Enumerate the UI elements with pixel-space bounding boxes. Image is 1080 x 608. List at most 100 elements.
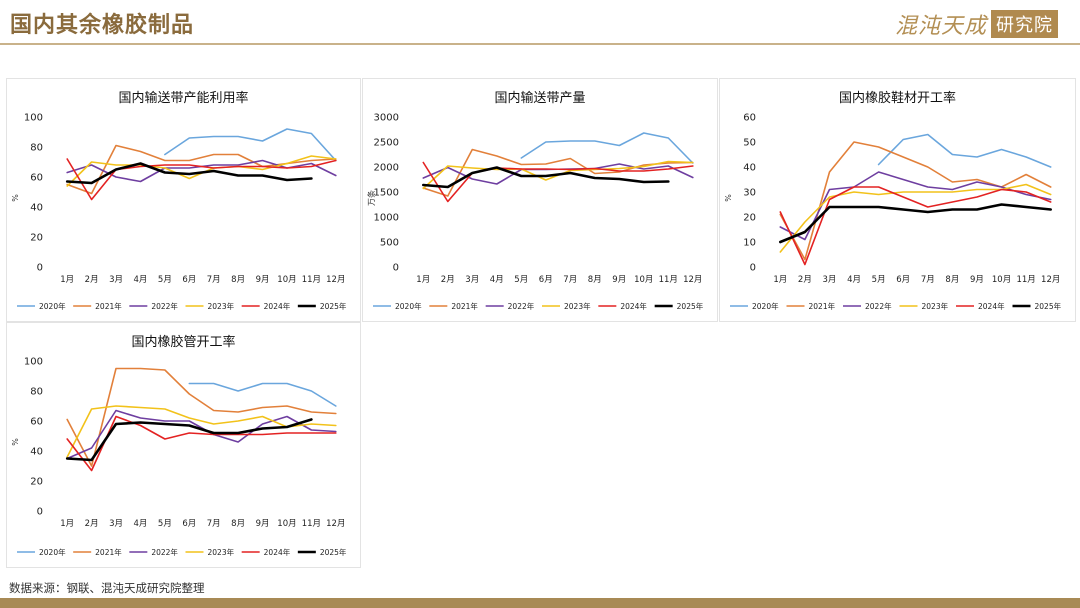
legend-label: 2020年: [395, 301, 422, 311]
series-line-2022年: [66, 409, 337, 460]
legend-label: 2020年: [39, 301, 66, 311]
legend-label: 2020年: [39, 547, 66, 557]
y-tick-label: 60: [30, 173, 43, 184]
chart-panel-conveyor-utilization: 国内输送带产能利用率% 0 20 40 60 80 100 1月 2月 3月 4月 5月 6月 7月 8月 9…: [6, 78, 361, 322]
header-divider: [0, 43, 1080, 45]
legend-label: 2022年: [508, 301, 535, 311]
series-line-2023年: [779, 183, 1052, 253]
x-tick-label: 12月: [326, 519, 345, 529]
x-tick-label: 5月: [158, 519, 172, 529]
y-tick-label: 60: [30, 417, 43, 428]
x-tick-label: 7月: [207, 275, 221, 285]
series-line-2020年: [520, 132, 694, 164]
legend-label: 2025年: [1035, 301, 1062, 311]
y-tick-label: 2500: [374, 138, 399, 149]
legend-label: 2024年: [978, 301, 1005, 311]
legend-label: 2022年: [151, 547, 178, 557]
series-line-2020年: [877, 133, 1052, 168]
series-line-2024年: [779, 186, 1052, 266]
x-tick-label: 6月: [182, 275, 196, 285]
legend-label: 2024年: [264, 547, 291, 557]
legend-label: 2021年: [809, 301, 836, 311]
legend-label: 2022年: [865, 301, 892, 311]
y-tick-label: 20: [743, 213, 756, 224]
x-tick-label: 2月: [441, 275, 455, 285]
data-source-note: 数据来源：钢联、混沌天成研究院整理: [9, 581, 205, 595]
y-tick-label: 40: [743, 163, 756, 174]
x-tick-label: 10月: [992, 275, 1011, 285]
x-tick-label: 2月: [85, 275, 99, 285]
series-line-2021年: [66, 144, 337, 195]
y-axis-label: %: [11, 194, 20, 202]
series-line-2020年: [164, 128, 337, 162]
legend-label: 2025年: [320, 547, 347, 557]
chart-panel-conveyor-output: 国内输送带产量 万条 0 500 1000 1500 2000 2500 3000 1月 2月 3月 4…: [362, 78, 718, 322]
x-tick-label: 7月: [921, 275, 935, 285]
y-tick-label: 1500: [374, 188, 399, 199]
series-line-2021年: [66, 367, 337, 467]
x-tick-label: 2月: [798, 275, 812, 285]
x-tick-label: 8月: [231, 275, 245, 285]
legend-label: 2025年: [677, 301, 704, 311]
y-tick-label: 500: [380, 238, 399, 249]
x-tick-label: 3月: [109, 519, 123, 529]
page-title: 国内其余橡胶制品: [10, 12, 195, 38]
y-tick-label: 2000: [374, 163, 399, 174]
x-tick-label: 3月: [822, 275, 836, 285]
chart-title: 国内橡胶鞋材开工率: [839, 90, 956, 106]
legend-label: 2022年: [151, 301, 178, 311]
x-tick-label: 8月: [588, 275, 602, 285]
legend-label: 2020年: [752, 301, 779, 311]
x-tick-label: 7月: [563, 275, 577, 285]
legend-label: 2023年: [564, 301, 591, 311]
x-tick-label: 8月: [945, 275, 959, 285]
series-line-2025年: [65, 418, 313, 462]
x-tick-label: 9月: [256, 275, 270, 285]
x-tick-label: 11月: [659, 275, 678, 285]
y-tick-label: 3000: [374, 113, 399, 124]
x-tick-label: 12月: [1041, 275, 1060, 285]
x-tick-label: 4月: [133, 519, 147, 529]
x-tick-label: 2月: [85, 519, 99, 529]
y-tick-label: 60: [743, 113, 756, 124]
x-tick-label: 1月: [416, 275, 430, 285]
x-tick-label: 12月: [683, 275, 702, 285]
chart-panel-shoe-material-operating-rate: 国内橡胶鞋材开工率% 0 10 20 30 40 50 60 1月 2月 3月 4月 5月 6月 7月 8月 9…: [719, 78, 1076, 322]
y-tick-label: 0: [37, 263, 43, 274]
legend-label: 2021年: [451, 301, 478, 311]
y-tick-label: 0: [393, 263, 399, 274]
x-tick-label: 4月: [847, 275, 861, 285]
x-tick-label: 9月: [256, 519, 270, 529]
legend-label: 2024年: [264, 301, 291, 311]
legend-label: 2023年: [208, 301, 235, 311]
x-tick-label: 5月: [158, 275, 172, 285]
x-tick-label: 3月: [465, 275, 479, 285]
x-tick-label: 4月: [490, 275, 504, 285]
y-tick-label: 80: [30, 143, 43, 154]
y-tick-label: 50: [743, 138, 756, 149]
series-line-2020年: [188, 382, 337, 407]
x-tick-label: 9月: [970, 275, 984, 285]
series-line-2024年: [66, 415, 337, 472]
y-tick-label: 100: [24, 113, 43, 124]
x-tick-label: 5月: [872, 275, 886, 285]
y-axis-label: %: [11, 438, 20, 446]
x-tick-label: 5月: [514, 275, 528, 285]
series-line-2021年: [422, 148, 694, 197]
brand-logo: 混沌天成 研究院: [895, 8, 1058, 40]
x-tick-label: 11月: [1016, 275, 1035, 285]
chart-title: 国内输送带产能利用率: [118, 90, 248, 106]
y-tick-label: 10: [743, 238, 756, 249]
x-tick-label: 7月: [207, 519, 221, 529]
x-tick-label: 11月: [302, 519, 321, 529]
x-tick-label: 8月: [231, 519, 245, 529]
y-axis-label: 万条: [366, 190, 376, 206]
footer-bar: [0, 598, 1080, 608]
y-tick-label: 40: [30, 447, 43, 458]
y-tick-label: 20: [30, 233, 43, 244]
x-tick-label: 6月: [539, 275, 553, 285]
y-tick-label: 100: [24, 357, 43, 368]
y-tick-label: 0: [37, 507, 43, 518]
x-tick-label: 9月: [612, 275, 626, 285]
